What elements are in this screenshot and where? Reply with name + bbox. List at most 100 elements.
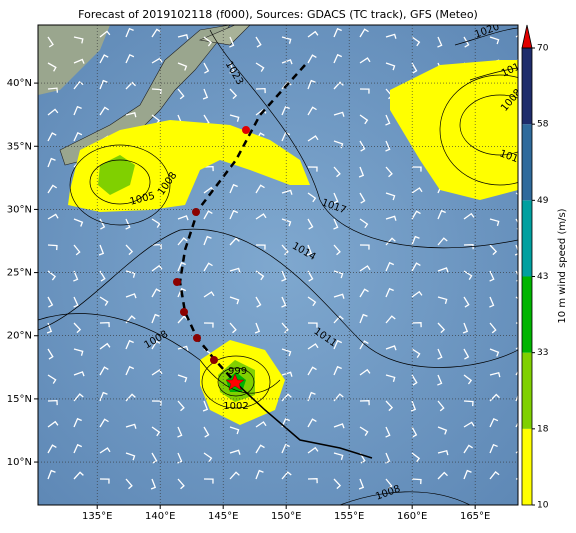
wind-barb <box>359 426 369 436</box>
wind-barb <box>307 478 318 484</box>
wind-barb <box>307 322 318 328</box>
wind-barb <box>281 371 293 377</box>
wind-barb <box>229 88 238 100</box>
wind-barb <box>281 189 293 195</box>
y-tick-label: 40°N <box>7 78 32 89</box>
wind-barb <box>437 374 443 386</box>
wind-barb <box>98 244 105 256</box>
wind-barb <box>385 315 396 324</box>
colorbar-tick-label: 18 <box>537 424 549 434</box>
wind-barb <box>177 400 185 412</box>
wind-barb <box>515 394 518 402</box>
wind-barb <box>177 374 188 383</box>
wind-barb <box>307 446 319 454</box>
isobars <box>38 27 518 505</box>
wind-barb <box>281 131 291 142</box>
wind-barb <box>125 478 133 490</box>
wind-barb <box>281 348 292 357</box>
wind-barb <box>437 209 446 220</box>
wind-barb <box>229 237 240 246</box>
wind-barb <box>307 296 317 307</box>
wind-barb <box>411 452 421 463</box>
wind-barb <box>255 62 265 72</box>
wind-barb <box>359 57 371 64</box>
wind-barb <box>151 57 163 64</box>
x-tick-label: 165°E <box>460 511 490 522</box>
wind-barb <box>255 469 264 480</box>
wind-barb <box>73 80 84 90</box>
colorbar: 10 18 33 43 49 58 70 <box>521 24 549 511</box>
wind-barb <box>333 166 341 178</box>
wind-barb <box>125 452 136 461</box>
wind-barb <box>306 244 313 256</box>
contour-label: 1002 <box>223 401 248 412</box>
wind-barb <box>177 261 186 272</box>
wind-barb <box>151 218 161 228</box>
wind-barb <box>125 112 137 118</box>
wind-barb <box>385 237 396 246</box>
wind-barb <box>333 111 345 117</box>
wind-barb <box>307 418 317 428</box>
wind-barb <box>333 53 343 64</box>
wind-barb <box>281 59 293 65</box>
wind-barb <box>202 400 209 412</box>
wind-barb <box>489 443 498 454</box>
wind-barb <box>125 53 135 64</box>
wind-barb <box>489 371 501 378</box>
wind-barb <box>437 237 448 246</box>
wind-barb <box>203 235 212 246</box>
wind-barb <box>151 288 161 298</box>
wind-barb <box>47 62 57 72</box>
wind-barb <box>307 79 316 90</box>
wind-barb <box>73 348 84 356</box>
wind-barb <box>47 108 59 116</box>
x-tick-label: 155°E <box>334 511 364 522</box>
wind-barb <box>47 348 54 360</box>
wind-barb <box>203 262 213 272</box>
wind-barb <box>151 452 158 464</box>
wind-barb <box>177 452 183 464</box>
wind-barb <box>73 105 82 116</box>
wind-barb <box>359 340 369 350</box>
wind-barb <box>177 287 187 298</box>
wind-barb <box>514 244 518 256</box>
graticule <box>38 25 518 505</box>
wind-barb <box>73 471 84 480</box>
wind-barb <box>255 213 267 220</box>
wind-barb <box>281 471 292 480</box>
wind-barb <box>255 244 266 250</box>
wind-barb <box>99 270 106 282</box>
wind-barb <box>463 212 475 220</box>
map-title: Forecast of 2019102118 (f000), Sources: … <box>78 8 478 21</box>
wind-barb <box>489 244 498 256</box>
x-tick-label: 160°E <box>397 511 427 522</box>
map-frame <box>37 24 519 506</box>
wind-barb <box>307 218 314 230</box>
wind-barb <box>125 315 136 324</box>
wind-barb <box>99 418 109 428</box>
wind-barb <box>47 87 59 93</box>
wind-barb <box>99 478 110 484</box>
wind-barb <box>254 322 261 334</box>
wind-barb <box>99 218 106 230</box>
wind-barb <box>462 322 469 334</box>
wind-barb <box>47 296 54 308</box>
wind-barb <box>99 342 111 350</box>
wind-barb <box>255 87 266 94</box>
wind-barb <box>177 34 189 40</box>
wind-barb <box>46 322 53 334</box>
wind-barb <box>463 270 473 280</box>
wind-barb <box>177 215 189 221</box>
wind-barb <box>333 27 342 38</box>
wind-barb <box>359 88 370 94</box>
wind-barb <box>125 270 136 278</box>
wind-barb <box>47 157 56 168</box>
wind-barb <box>385 166 393 178</box>
wind-barb <box>99 447 111 454</box>
wind-barb <box>307 343 319 350</box>
wind-barb <box>99 296 109 306</box>
wind-barb <box>229 426 240 435</box>
wind-barb <box>385 62 396 71</box>
wind-barb <box>307 106 317 116</box>
wind-barb <box>255 296 262 308</box>
